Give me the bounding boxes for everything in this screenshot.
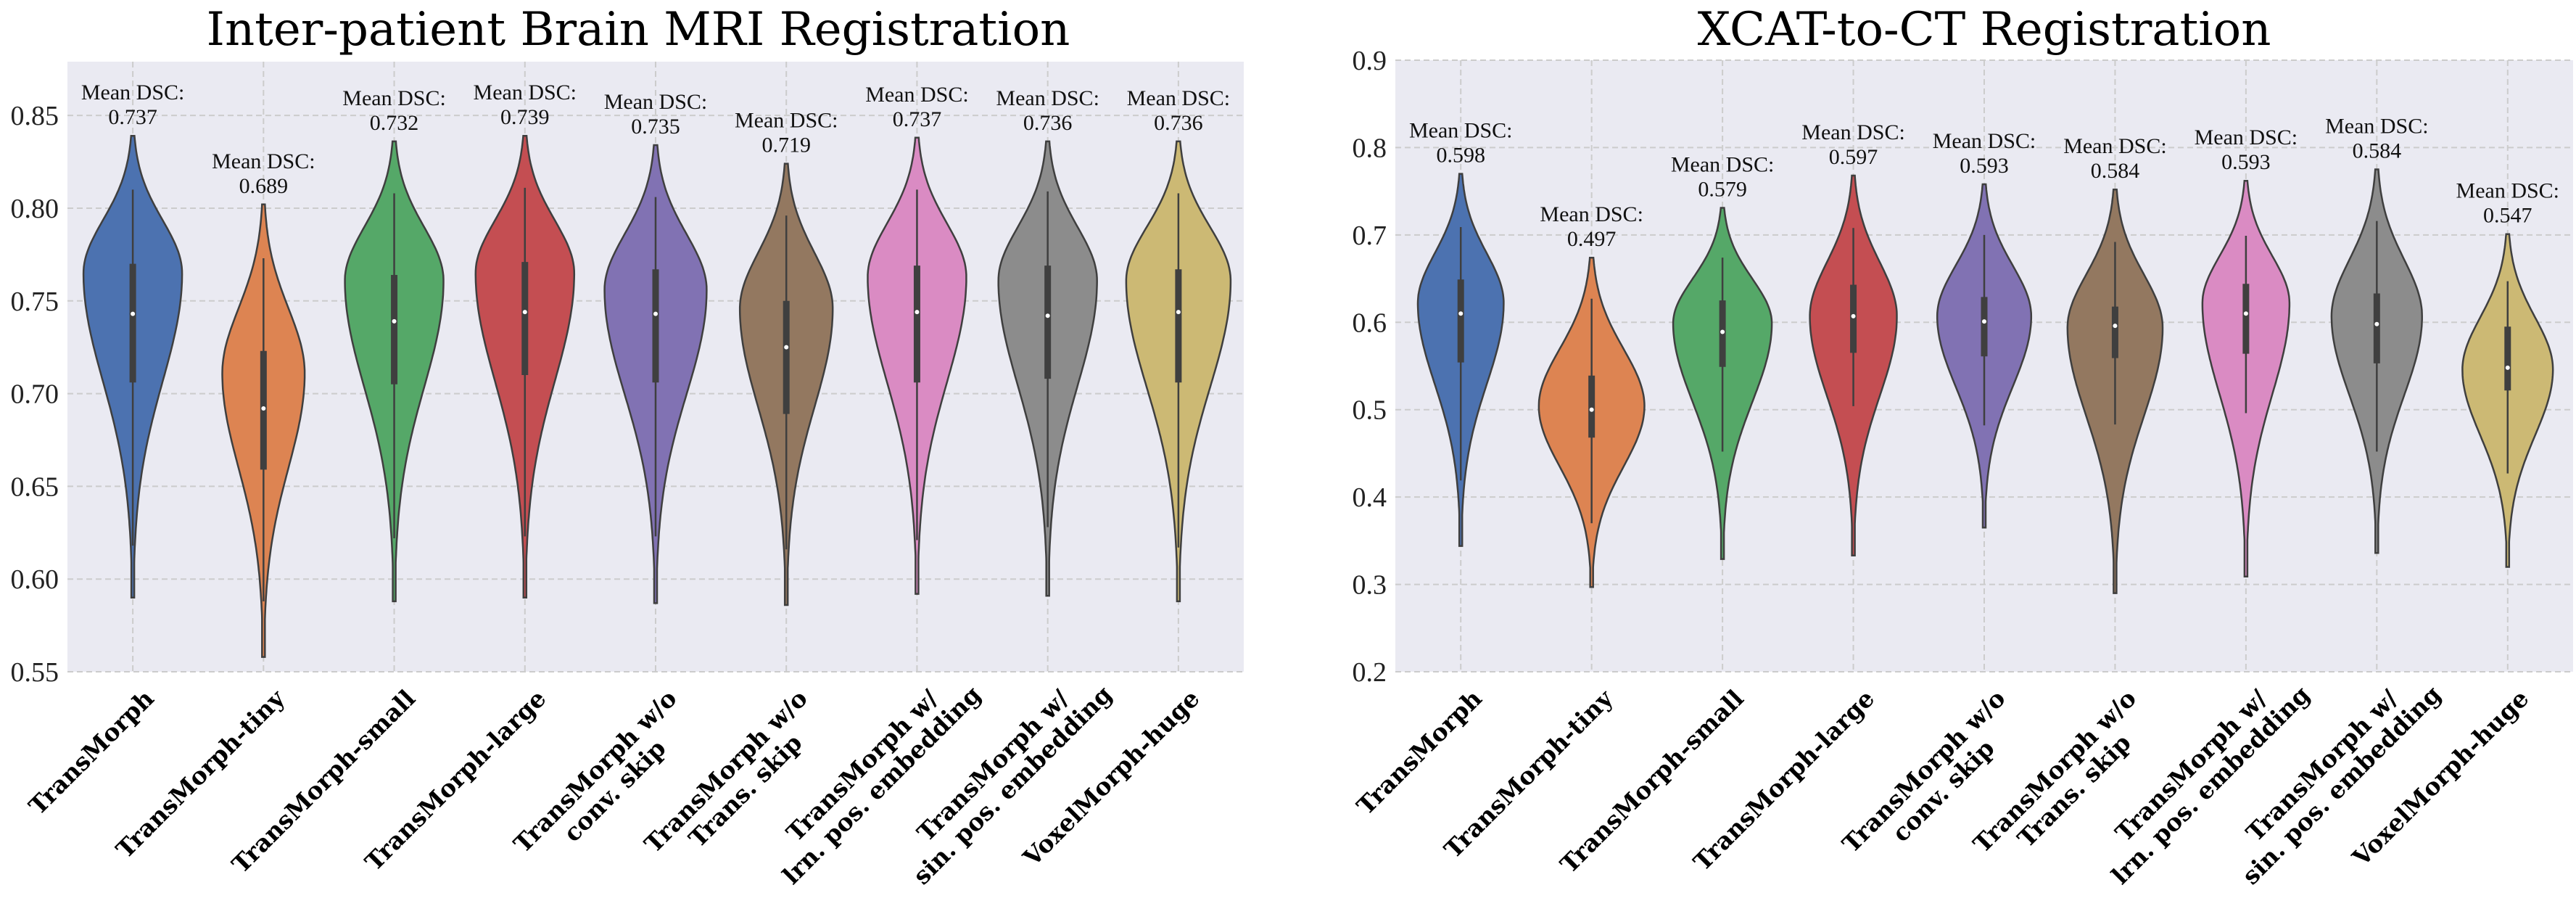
chart-title: XCAT-to-CT Registration	[1698, 3, 2271, 57]
violin-median-point	[2505, 365, 2510, 370]
violin-median-point	[131, 311, 136, 316]
mean-dsc-label: Mean DSC:	[1540, 202, 1643, 226]
x-tick-label: TransMorph	[1351, 684, 1487, 820]
mean-dsc-label: Mean DSC:	[81, 81, 185, 104]
xcat-ct-chart: XCAT-to-CT Registration 0.2 0.3 0.4 0.5 0.6 0…	[1351, 3, 2573, 890]
mean-dsc-label: Mean DSC:	[1801, 120, 1905, 144]
mean-dsc-label: Mean DSC:	[2325, 115, 2429, 139]
violin-median-point	[1458, 311, 1464, 316]
violin-median-point	[2243, 311, 2248, 316]
mean-dsc-label: Mean DSC:	[474, 81, 577, 104]
violin-median-point	[1720, 329, 1725, 334]
mean-dsc-value: 0.584	[2353, 139, 2402, 163]
violin-median-point	[653, 311, 658, 316]
mean-dsc-label: Mean DSC:	[1671, 153, 1775, 177]
mean-dsc-value: 0.584	[2091, 159, 2140, 183]
mean-dsc-value: 0.593	[1960, 154, 2009, 178]
y-tick-label: 0.7	[1353, 221, 1387, 251]
violin-median-point	[1982, 319, 1986, 324]
violin-median-point	[1589, 407, 1594, 412]
brain-mri-chart: Inter-patient Brain MRI Registration 0.5…	[11, 3, 1244, 890]
violin-median-point	[2113, 324, 2118, 329]
mean-dsc-value: 0.736	[1154, 111, 1203, 135]
y-tick-label: 0.5	[1353, 395, 1387, 426]
chart-title: Inter-patient Brain MRI Registration	[207, 3, 1070, 57]
violin-median-point	[915, 310, 920, 315]
y-tick-label: 0.3	[1353, 570, 1387, 601]
violin-median-point	[522, 310, 527, 315]
y-tick-label: 0.55	[11, 657, 59, 688]
violin-median-point	[392, 318, 397, 324]
y-tick-label: 0.60	[11, 564, 59, 595]
mean-dsc-value: 0.547	[2483, 204, 2532, 228]
mean-dsc-label: Mean DSC:	[2456, 179, 2560, 203]
mean-dsc-value: 0.689	[239, 174, 289, 198]
violin-median-point	[1176, 310, 1181, 315]
mean-dsc-label: Mean DSC:	[2195, 126, 2298, 149]
y-tick-label: 0.9	[1353, 46, 1387, 76]
violin-median-point	[261, 406, 266, 411]
x-tick-label-line: TransMorph	[1351, 684, 1487, 820]
mean-dsc-label: Mean DSC:	[996, 86, 1099, 110]
mean-dsc-value: 0.736	[1023, 111, 1073, 135]
mean-dsc-label: Mean DSC:	[865, 83, 969, 107]
mean-dsc-value: 0.737	[108, 105, 157, 129]
mean-dsc-label: Mean DSC:	[1127, 86, 1231, 110]
mean-dsc-label: Mean DSC:	[1409, 119, 1513, 143]
y-tick-label: 0.6	[1353, 308, 1387, 338]
violin-median-point	[1045, 313, 1050, 318]
mean-dsc-value: 0.598	[1436, 144, 1485, 168]
y-tick-label: 0.4	[1353, 482, 1387, 513]
mean-dsc-value: 0.497	[1567, 227, 1617, 251]
y-tick-label: 0.8	[1353, 133, 1387, 163]
mean-dsc-value: 0.732	[370, 111, 419, 135]
mean-dsc-label: Mean DSC:	[604, 90, 708, 114]
x-tick-label: TransMorph	[23, 684, 160, 820]
mean-dsc-label: Mean DSC:	[1933, 129, 2036, 153]
mean-dsc-value: 0.719	[761, 133, 811, 157]
violin-median-point	[1851, 313, 1856, 318]
y-tick-label: 0.85	[11, 101, 59, 131]
violin-median-point	[784, 345, 789, 350]
y-tick-label: 0.65	[11, 472, 59, 502]
mean-dsc-value: 0.579	[1698, 178, 1747, 202]
violin-median-point	[2374, 321, 2379, 326]
x-tick-label-line: TransMorph	[23, 684, 160, 820]
mean-dsc-value: 0.739	[500, 105, 550, 129]
y-tick-label: 0.2	[1353, 657, 1387, 688]
mean-dsc-value: 0.597	[1829, 145, 1878, 169]
y-tick-label: 0.70	[11, 379, 59, 410]
mean-dsc-label: Mean DSC:	[735, 109, 838, 133]
mean-dsc-label: Mean DSC:	[2063, 134, 2167, 158]
y-tick-label: 0.75	[11, 287, 59, 317]
mean-dsc-value: 0.593	[2221, 150, 2271, 174]
mean-dsc-label: Mean DSC:	[212, 149, 315, 173]
y-tick-label: 0.80	[11, 194, 59, 224]
mean-dsc-value: 0.735	[631, 115, 680, 139]
mean-dsc-value: 0.737	[893, 107, 942, 131]
mean-dsc-label: Mean DSC:	[342, 86, 446, 110]
